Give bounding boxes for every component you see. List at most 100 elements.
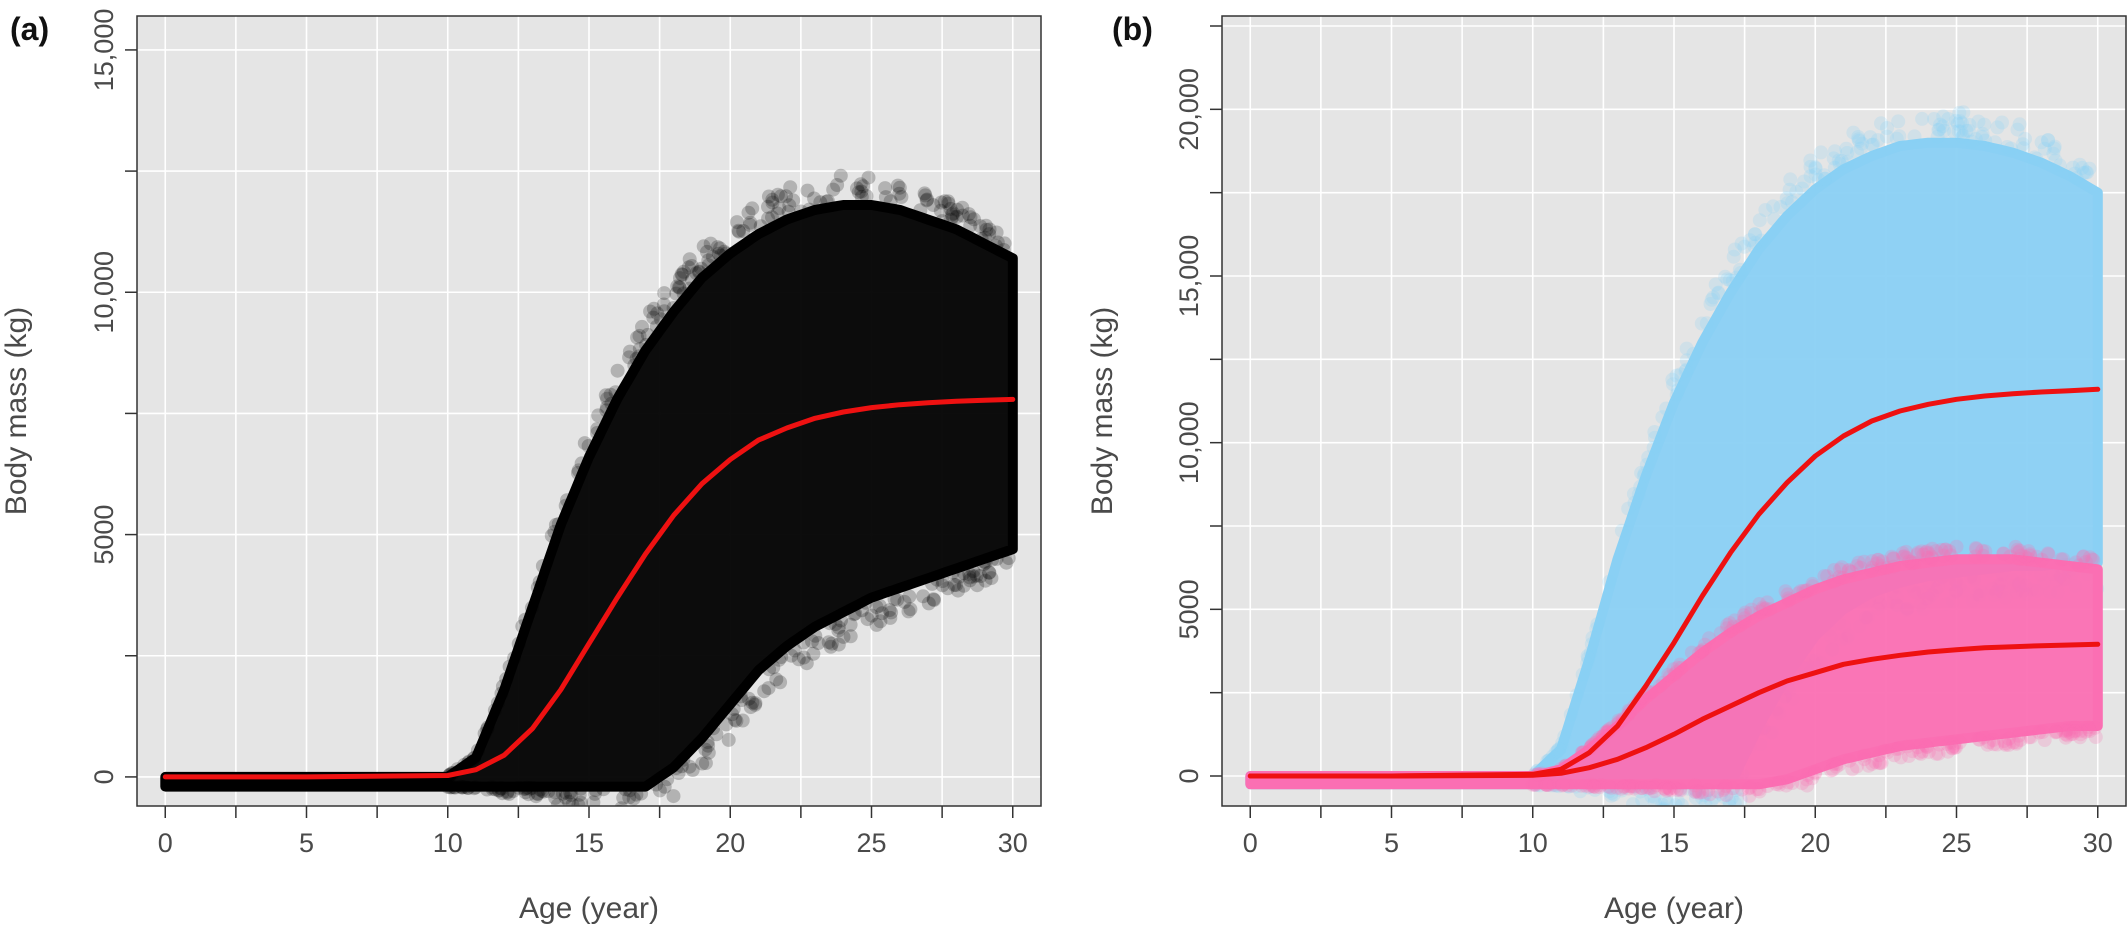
panel-b-cloud-2-point (1719, 621, 1734, 636)
panel-b-cloud-1-point (1737, 239, 1752, 254)
panel-a-x-axis-title: Age (year) (519, 892, 659, 925)
panel-b-cloud-2-point (2037, 733, 2052, 747)
panel-a-cloud-1-point (941, 196, 956, 211)
panel-b-cloud-2-point (2073, 723, 2088, 738)
panel-a-cloud-1-point (943, 201, 958, 216)
panel-b-cloud-2-point (1849, 759, 1864, 774)
panel-b-cloud-1-point (1542, 753, 1557, 768)
panel-a-x-axis: 0 5 10 15 20 25 30 (158, 806, 1028, 858)
panel-a-cloud-1-point (916, 589, 931, 604)
panel-b-cloud-2-point (1656, 675, 1671, 690)
panel-a-cloud-1-point (518, 785, 533, 800)
panel-b-cloud-2-point (1910, 547, 1925, 562)
panel-b-cloud-2-point (2009, 735, 2024, 750)
panel-b-cloud-2-point (1555, 778, 1570, 793)
panel-a-cloud-1-point (824, 636, 839, 651)
panel-a-cloud-1-point (666, 789, 681, 804)
panel-b-cloud-2-point (2087, 720, 2102, 735)
panel-b-cloud-2-point (2049, 724, 2063, 739)
panel-b-cloud-1-point (2041, 133, 2055, 148)
panel-b-cloud-1-point (1550, 744, 1565, 759)
panel-b-cloud-2-point (1701, 783, 1716, 797)
panel-a-cloud-1-point (669, 761, 684, 776)
panel-a-cloud-1-point (621, 805, 625, 806)
panel-b-cloud-2-point (1736, 608, 1751, 623)
panel-a-cloud-1-point (946, 206, 961, 221)
panel-b-cloud-2-point (1808, 765, 1823, 780)
panel-a-cloud-1-point (480, 782, 495, 797)
panel-a-fit-line-1 (162, 396, 1016, 780)
panel-b-cloud-1-point (1831, 153, 1846, 168)
panel-b-cloud-1-point (1956, 128, 1971, 143)
panel-a-cloud-1-point (997, 236, 1012, 251)
panel-a-cloud-1-point (669, 286, 684, 301)
panel-a-cloud-1-point (573, 781, 588, 796)
panel-b-cloud-1-point (1552, 742, 1566, 757)
panel-a-cloud-1-point (719, 717, 734, 732)
panel-a-cloud-1-point (819, 194, 834, 209)
panel-b-cloud-2-point (1857, 748, 1872, 763)
panel-b-cloud-1-point (1853, 141, 1868, 156)
panel-b-cloud-2-point (2001, 737, 2016, 752)
panel-b-cloud-2-point (1588, 780, 1603, 795)
panel-b-cloud-2-point (1616, 779, 1631, 794)
panel-a-cloud-1-point (711, 246, 726, 261)
panel-a-cloud-1-point (748, 696, 763, 711)
panel-b-cloud-2-point (2058, 727, 2073, 742)
panel-a-cloud-1-point (460, 780, 475, 795)
panel-a-cloud-1-point (728, 712, 742, 727)
panel-a-cloud-1-point (884, 605, 899, 620)
panel-b-cloud-1-point (1581, 651, 1596, 666)
panel-b-cloud-1-point (1639, 457, 1654, 472)
panel-b-cloud-1-point (1748, 227, 1763, 242)
panel-a-cloud-1-point (564, 788, 579, 802)
panel-a-cloud-1-point (622, 790, 637, 805)
panel-a-cloud-1-point (784, 648, 799, 663)
panel-b-cloud-1-point (1633, 479, 1648, 494)
panel-b-cloud-2-point (1800, 768, 1815, 782)
panel-a-cloud-1-point (935, 578, 950, 593)
panel-b-x-axis: 0 5 10 15 20 25 30 (1243, 806, 2113, 858)
panel-a-cloud-1-point (515, 619, 530, 634)
panel-b-cloud-1-point (1644, 789, 1659, 804)
panel-a-cloud-1-point (698, 742, 713, 757)
panel-b-cloud-2-point (1841, 563, 1856, 577)
panel-a-cloud-1-point (672, 280, 687, 295)
panel-a-cloud-1-point (700, 735, 715, 750)
panel-a-cloud-1-point (577, 436, 592, 451)
panel-b-cloud-2-point (2056, 723, 2071, 738)
panel-a-cloud-1-point (558, 790, 573, 805)
panel-b-cloud-2-point (1756, 602, 1771, 617)
panel-a-cloud-1-point (674, 267, 689, 282)
panel-b-cloud-1-point (1718, 269, 1733, 284)
panel-b-cloud-2-point (1732, 618, 1747, 633)
panel-b-cloud-2-point (1976, 548, 1991, 563)
panel-b-cloud-2-point (1972, 732, 1987, 747)
panel-a-cloud-1-point (480, 720, 495, 735)
panel-a-cloud-1-point (925, 576, 940, 591)
panel-a-cloud-1-point (966, 569, 981, 584)
panel-a-cloud-1-point (748, 697, 763, 712)
panel-b-cloud-2-point (1634, 781, 1649, 795)
panel-b-cloud-2-point (1659, 783, 1674, 798)
panel-a-cloud-1-point (856, 179, 871, 194)
panel-a-cloud-1-point (823, 639, 838, 654)
panel-a-cloud-1-point (831, 623, 846, 638)
panel-b-cloud-1-point (1951, 124, 1966, 139)
panel-b-cloud-2-point (1760, 779, 1775, 793)
panel-a-cloud-1-point (443, 780, 458, 795)
panel-a-cloud-1-point (470, 743, 485, 758)
panel-b-cloud-2-point (1661, 667, 1676, 682)
panel-a-cloud-1-point (963, 573, 977, 588)
panel-a-cloud-1-point (521, 787, 536, 802)
panel-b-cloud-2-point (1617, 779, 1632, 794)
panel-b-cloud-1-point (1988, 135, 2002, 150)
panel-b-cloud-1-point (1635, 793, 1650, 806)
panel-b-cloud-1-point (1590, 617, 1605, 632)
panel-b-cloud-1-point (1550, 743, 1565, 758)
panel-b-cloud-2-point (1758, 601, 1773, 616)
panel-b-cloud-2-point (2086, 553, 2101, 567)
panel-a-cloud-1-point (977, 230, 992, 245)
panel-b-cloud-1-point (1699, 786, 1714, 800)
panel-b-cloud-2-point (1738, 605, 1753, 620)
